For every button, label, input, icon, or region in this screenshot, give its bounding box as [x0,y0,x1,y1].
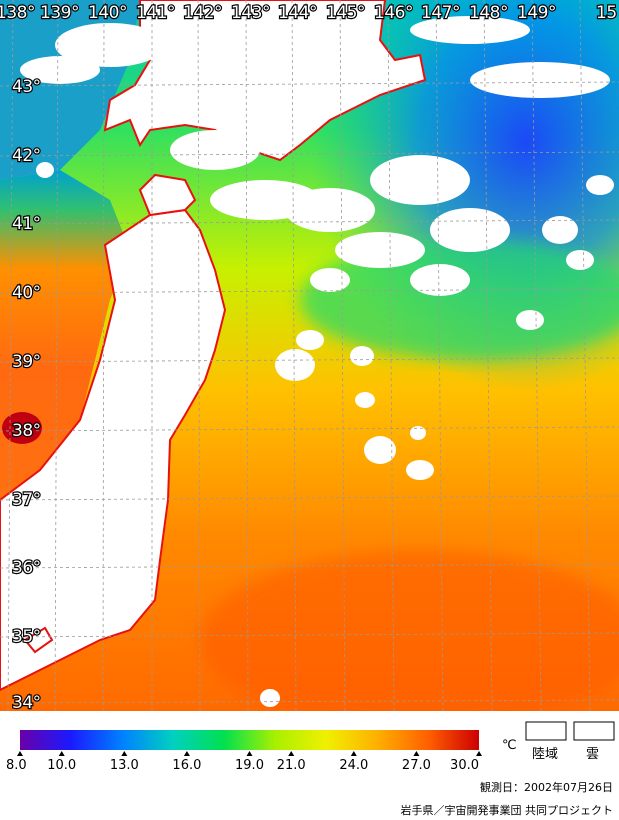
lat-label-40: 40° [12,283,41,303]
colorbar-tick-mark [476,751,482,756]
lon-label-146: 146° [374,3,413,23]
colorbar-tick-label: 8.0 [6,758,27,773]
latitude-labels: 43° 42° 41° 40° 39° 38° 37° 36° 35° 34° [11,76,43,711]
colorbar-tick-label: 24.0 [339,758,368,773]
lat-label-37: 37° [12,490,41,510]
colorbar-tick-label: 13.0 [110,758,139,773]
colorbar-tick-label: 30.0 [450,758,479,773]
colorbar-tick-label: 19.0 [235,758,264,773]
lon-label-140: 140° [88,3,127,23]
credit-text: 岩手県／宇宙開発事業団 共同プロジェクト [400,804,614,817]
legend-box-cloud [573,721,615,741]
legend-label-cloud: 雲 [586,747,599,762]
lon-label-148: 148° [469,3,508,23]
colorbar-tick-label: 10.0 [47,758,76,773]
lon-label-144: 144° [278,3,317,23]
lon-label-142: 142° [183,3,222,23]
colorbar-tick-label: 27.0 [402,758,431,773]
colorbar-tick-mark [17,751,23,756]
colorbar-unit: ℃ [502,738,517,753]
lon-label-141: 141° [136,3,175,23]
green-water-band [300,240,619,360]
lon-label-138: 138° [0,3,35,23]
cloud-cover [20,16,614,707]
lon-label-139: 139° [40,3,79,23]
observation-date: 観測日：2002年07月26日 [480,781,613,794]
sea-surface-temperature-map: 138° 139° 140° 141° 142° 143° 144° 145° … [0,0,619,711]
legend-label-land: 陸域 [532,746,558,762]
colorbar-tick-mark [413,751,420,756]
warm-water-south [200,550,619,711]
lat-label-39: 39° [12,352,41,372]
lat-label-42: 42° [12,146,41,166]
honshu-land [0,208,227,692]
colorbar-tick-label: 21.0 [277,758,306,773]
colorbar-tick-mark [288,751,295,756]
lat-label-36: 36° [12,558,41,578]
longitude-labels: 138° 139° 140° 141° 142° 143° 144° 145° … [0,2,618,24]
colorbar-tick-label: 16.0 [172,758,201,773]
lat-label-34: 34° [12,693,41,711]
colorbar-tick-mark [246,751,253,756]
colorbar [20,730,479,750]
colorbar-tick-mark [58,751,65,756]
colorbar-tick-mark [183,751,190,756]
lon-label-145: 145° [326,3,365,23]
colorbar-tick-mark [121,751,128,756]
colorbar-ticks: 8.0 10.0 13.0 16.0 19.0 21.0 24.0 27.0 30.0 [6,751,482,773]
colorbar-legend: 8.0 10.0 13.0 16.0 19.0 21.0 24.0 27.0 30.0 ℃ 陸域… [6,721,615,773]
legend-box-land [525,721,567,741]
lat-label-35: 35° [12,627,41,647]
lon-label-149: 149° [517,3,556,23]
colorbar-tick-mark [350,751,357,756]
sado-island [23,626,54,654]
hot-spot-west [2,412,42,444]
lon-label-143: 143° [231,3,270,23]
graticule [0,0,619,711]
lat-label-38: 38° [12,421,41,441]
shimokita-peninsula [138,173,197,217]
lat-label-41: 41° [12,214,41,234]
lon-label-150: 15 [596,3,617,23]
lat-label-43: 43° [12,77,41,97]
lon-label-147: 147° [421,3,460,23]
